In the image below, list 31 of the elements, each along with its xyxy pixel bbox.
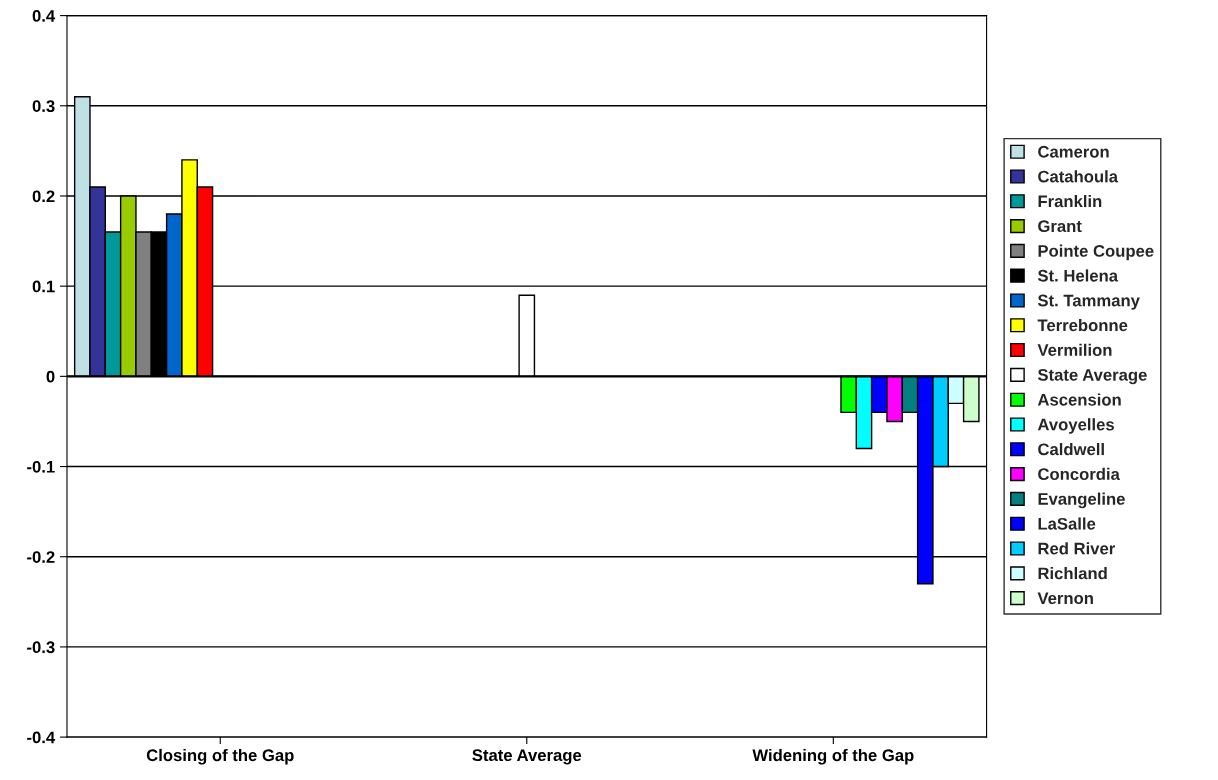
legend-label: Caldwell	[1038, 443, 1104, 456]
legend-label: Vermilion	[1037, 343, 1112, 356]
y-tick-label: -0.1	[27, 460, 55, 473]
y-tick-label: 0.3	[32, 100, 55, 113]
y-tick-label: 0.2	[32, 190, 55, 203]
legend-label: Catahoula	[1038, 170, 1119, 183]
legend-label: LaSalle	[1038, 517, 1096, 530]
y-tick-label: 0	[46, 370, 55, 383]
y-tick-label: 0.1	[32, 280, 55, 293]
legend-label: Avoyelles	[1037, 418, 1114, 434]
legend-label: Red River	[1038, 542, 1115, 555]
y-tick-label: -0.4	[27, 731, 56, 744]
legend-label: Pointe Coupee	[1038, 244, 1154, 261]
legend-label: Evangeline	[1038, 492, 1125, 509]
x-tick-label: Closing of the Gap	[146, 748, 294, 765]
legend-label: Ascension	[1037, 393, 1121, 406]
legend-label: Cameron	[1038, 145, 1109, 158]
y-tick-label: 0.4	[32, 10, 56, 22]
legend-label: Franklin	[1038, 195, 1102, 208]
legend-label: Concordia	[1038, 467, 1120, 481]
legend-label: Richland	[1038, 567, 1107, 580]
legend-label: State Average	[1037, 368, 1147, 385]
legend-label: St. Helena	[1037, 269, 1119, 282]
legend-label: Vernon	[1037, 592, 1093, 605]
legend-label: Grant	[1038, 220, 1082, 233]
x-tick-label: State Average	[472, 749, 582, 765]
legend-label: St. Tammany	[1037, 294, 1140, 310]
y-tick-label: -0.3	[27, 641, 55, 654]
y-tick-label: -0.2	[27, 551, 55, 563]
x-tick-label: Widening of the Gap	[752, 748, 914, 765]
legend-label: Terrebonne	[1037, 318, 1128, 332]
